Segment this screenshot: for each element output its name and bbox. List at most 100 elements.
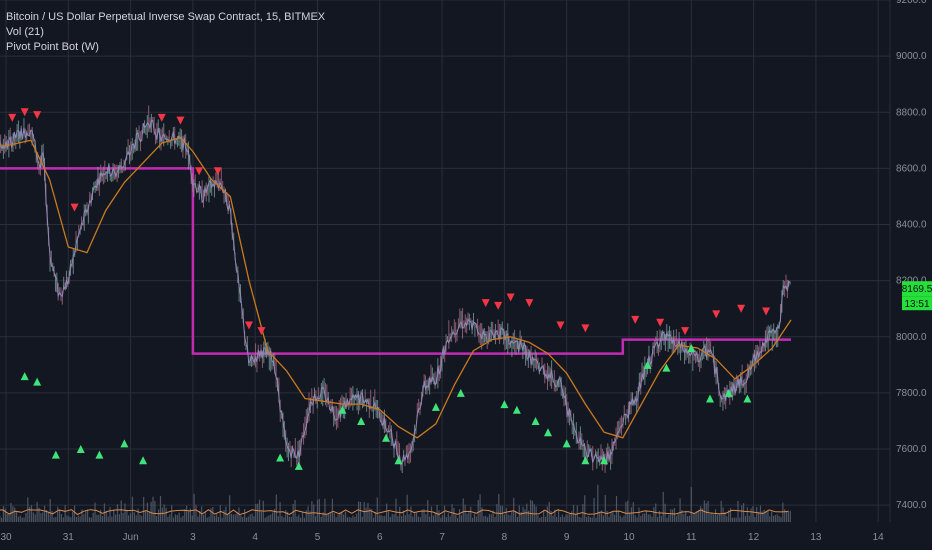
volume-bar-11 (4, 508, 6, 522)
volume-bar-414 (757, 512, 760, 522)
volume-bar-336 (612, 511, 614, 522)
sell-marker-20 (737, 304, 746, 313)
volume-bar-283 (513, 497, 515, 522)
volume-bar-302 (548, 501, 550, 522)
volume-bar-341 (621, 517, 623, 522)
volume-bar-37 (53, 517, 55, 522)
volume-bar-420 (769, 516, 771, 522)
volume-bar-202 (361, 516, 363, 522)
volume-bar-299 (543, 509, 545, 522)
volume-bar-162 (286, 511, 289, 522)
buy-marker-18 (544, 428, 553, 437)
volume-bar-236 (425, 514, 427, 522)
volume-bar-379 (692, 513, 694, 522)
volume-bar-228 (410, 506, 412, 522)
volume-bar-208 (372, 517, 375, 522)
symbol-title[interactable]: Bitcoin / US Dollar Perpetual Inverse Sw… (6, 11, 326, 23)
volume-bar-227 (408, 514, 410, 522)
volume-bar-318 (578, 517, 580, 522)
volume-bar-225 (404, 515, 406, 522)
volume-bar-288 (522, 506, 524, 522)
volume-bar-128 (223, 510, 225, 522)
volume-bar-367 (670, 509, 672, 522)
buy-marker-25 (705, 394, 714, 403)
time-axis[interactable]: 30 31 Jun 3 4 5 6 7 8 9 10 11 12 13 14 (0, 532, 884, 543)
volume-bar-389 (711, 513, 713, 522)
volume-bar-197 (352, 515, 354, 522)
buy-marker-8 (294, 461, 303, 470)
volume-bar-263 (475, 516, 477, 522)
volume-bar-332 (604, 495, 606, 522)
volume-indicator-label[interactable]: Vol (21) (6, 26, 44, 38)
volume-bar-136 (238, 507, 240, 522)
pivot-indicator-label[interactable]: Pivot Point Bot (W) (6, 41, 99, 53)
volume-bar-287 (520, 512, 522, 522)
volume-bar-178 (316, 499, 319, 522)
volume-bar-304 (552, 515, 554, 522)
volume-bar-245 (442, 515, 444, 522)
volume-bar-384 (701, 508, 704, 522)
volume-bar-261 (472, 517, 474, 522)
volume-bar-360 (657, 516, 659, 522)
buy-marker-24 (687, 344, 696, 352)
volume-bar-280 (507, 514, 509, 522)
volume-bar-391 (714, 509, 717, 522)
volume-bar-279 (505, 507, 507, 522)
volume-bar-65 (105, 510, 107, 522)
volume-bar-144 (253, 516, 255, 522)
volume-bar-48 (73, 505, 76, 522)
volume-bar-248 (447, 513, 449, 522)
moving-average-line (0, 136, 792, 439)
volume-bar-200 (357, 501, 360, 522)
price-tick-3: 8000.0 (896, 332, 927, 343)
volume-bar-375 (685, 510, 687, 522)
volume-bar-218 (391, 514, 393, 522)
volume-bar-183 (326, 514, 328, 522)
volume-bar-24 (29, 506, 31, 522)
volume-bar-268 (485, 515, 487, 522)
volume-bar-403 (737, 500, 739, 522)
price-axis[interactable]: 7400.0 7600.0 7800.0 8000.0 8200.0 8400.0 8600… (896, 0, 927, 511)
volume-bar-179 (318, 498, 320, 522)
volume-bar-296 (537, 515, 539, 522)
volume-bar-404 (739, 517, 741, 522)
volume-bar-34 (47, 511, 49, 522)
volume-bar-368 (671, 509, 674, 522)
sell-marker-10 (481, 299, 490, 308)
volume-bar-358 (653, 507, 655, 522)
time-tick-0: 30 (0, 532, 12, 543)
time-tick-11: 11 (686, 532, 697, 543)
volume-bar-340 (619, 515, 621, 522)
volume-bar-81 (135, 515, 137, 522)
volume-bar-294 (533, 504, 535, 522)
buy-marker-12 (394, 456, 403, 465)
volume-bar-330 (600, 510, 603, 522)
volume-bar-415 (759, 505, 762, 522)
volume-bar-16 (14, 507, 16, 522)
volume-bar-18 (17, 516, 20, 522)
volume-bar-265 (479, 494, 481, 522)
volume-bar-22 (25, 512, 27, 522)
volume-bar-402 (735, 517, 737, 522)
price-line (0, 119, 791, 467)
volume-bar-407 (744, 515, 747, 522)
volume-bar-354 (645, 510, 648, 522)
volume-bar-97 (165, 507, 167, 522)
volume-bar-355 (647, 514, 649, 522)
volume-bar-333 (606, 510, 608, 522)
volume-bar-259 (468, 512, 470, 522)
volume-bar-67 (109, 507, 111, 522)
volume-bar-83 (139, 514, 141, 522)
volume-bar-120 (208, 516, 210, 522)
volume-bar-109 (187, 511, 190, 522)
volume-bar-300 (544, 516, 547, 522)
volume-bar-62 (100, 509, 102, 522)
volume-bar-164 (290, 516, 292, 522)
volume-bar-33 (45, 509, 48, 522)
volume-bar-323 (587, 515, 590, 522)
volume-bar-93 (158, 509, 160, 522)
volume-bar-25 (30, 505, 33, 522)
volume-bar-181 (322, 512, 324, 522)
volume-bar-44 (66, 515, 68, 522)
